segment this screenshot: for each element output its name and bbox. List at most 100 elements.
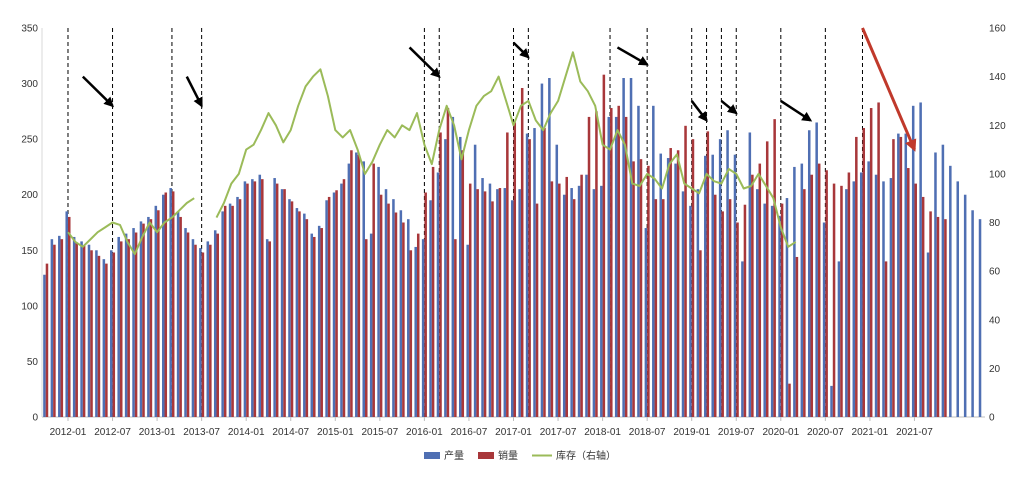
bar-sales <box>127 239 130 417</box>
bar-production <box>154 205 158 417</box>
bar-production <box>236 196 239 417</box>
bar-production <box>369 233 373 417</box>
bar-sales <box>713 194 717 417</box>
bar-production <box>176 211 180 417</box>
bar-production <box>206 241 210 417</box>
bar-production <box>897 133 900 418</box>
bar-sales <box>543 128 546 417</box>
x-tick-label: 2017-07 <box>540 427 577 438</box>
bar-production <box>102 259 106 417</box>
bar-production <box>882 181 885 417</box>
bar-sales <box>149 219 153 417</box>
bar-production <box>340 183 343 417</box>
bar-sales <box>112 252 116 417</box>
bar-sales <box>179 216 182 417</box>
bar-sales <box>617 105 620 418</box>
bar-production <box>837 261 841 417</box>
bar-production <box>704 155 707 418</box>
bar-production <box>184 228 187 417</box>
bar-production <box>674 163 677 417</box>
bar-production <box>852 181 856 417</box>
bar-production <box>251 179 254 417</box>
bar-production <box>50 239 54 417</box>
bar-sales <box>290 201 294 417</box>
bar-production <box>503 188 507 417</box>
bar-sales <box>491 201 494 417</box>
bar-sales <box>171 191 175 417</box>
bar-sales <box>402 222 405 417</box>
bar-sales <box>877 102 880 418</box>
bar-production <box>540 83 544 418</box>
bar-sales <box>684 125 687 417</box>
bar-sales <box>869 108 873 417</box>
bar-sales <box>550 181 554 417</box>
bar-sales <box>342 179 346 417</box>
bar-production <box>689 205 692 417</box>
bar-production <box>139 221 143 417</box>
bar-sales <box>721 211 724 417</box>
bar-production <box>696 189 700 417</box>
bar-production <box>592 189 596 417</box>
bar-production <box>191 239 195 417</box>
x-tick-label: 2021-07 <box>896 427 933 438</box>
bar-sales <box>647 165 650 417</box>
y-left-tick-label: 100 <box>21 301 38 312</box>
inventory-line <box>67 51 797 256</box>
bar-production <box>867 161 870 417</box>
bar-production <box>800 163 804 417</box>
bar-production <box>614 116 618 418</box>
bar-sales <box>728 199 732 417</box>
x-tick-label: 2017-01 <box>495 427 532 438</box>
bar-production <box>911 105 915 418</box>
bar-sales <box>773 119 776 417</box>
bar-sales <box>921 196 925 417</box>
bar-sales <box>765 141 769 417</box>
bar-sales <box>506 132 509 417</box>
annotation-arrow <box>780 99 813 122</box>
bar-sales <box>446 108 450 417</box>
bar-production <box>785 198 789 417</box>
bar-sales <box>855 136 858 418</box>
bar-series <box>43 74 982 418</box>
bar-sales <box>654 199 658 417</box>
bar-sales <box>565 176 569 417</box>
bar-sales <box>439 132 442 417</box>
bar-sales <box>662 199 665 417</box>
bar-production <box>221 211 224 417</box>
x-tick-label: 2014-01 <box>228 427 265 438</box>
bar-production <box>659 153 663 417</box>
bar-sales <box>231 205 234 417</box>
bar-production <box>347 163 351 417</box>
bar-sales <box>194 244 197 417</box>
y-right-tick-label: 0 <box>989 413 995 424</box>
bar-sales <box>520 88 524 417</box>
bar-production <box>726 130 729 417</box>
bar-production <box>830 385 833 417</box>
bar-sales <box>461 150 465 417</box>
bar-production <box>978 219 982 417</box>
bar-sales <box>350 150 353 417</box>
bar-sales <box>379 194 383 417</box>
bar-sales <box>157 210 160 417</box>
bar-production <box>288 199 291 417</box>
bar-sales <box>669 148 672 417</box>
x-tick-label: 2013-01 <box>139 427 176 438</box>
bar-sales <box>372 163 375 417</box>
bar-production <box>577 185 581 417</box>
bar-production <box>666 158 670 417</box>
x-tick-label: 2012-07 <box>94 427 131 438</box>
bar-sales <box>246 183 249 417</box>
bar-production <box>756 189 759 417</box>
bar-sales <box>758 163 762 417</box>
x-tick-label: 2018-01 <box>584 427 621 438</box>
bar-production <box>258 174 262 417</box>
bar-sales <box>810 174 814 417</box>
bar-production <box>95 250 98 417</box>
bar-production <box>295 208 299 417</box>
bar-production <box>718 139 722 417</box>
bar-production <box>147 216 150 417</box>
bar-production <box>845 189 848 417</box>
bar-production <box>533 128 536 417</box>
bar-production <box>110 250 113 417</box>
bar-production <box>124 233 128 417</box>
